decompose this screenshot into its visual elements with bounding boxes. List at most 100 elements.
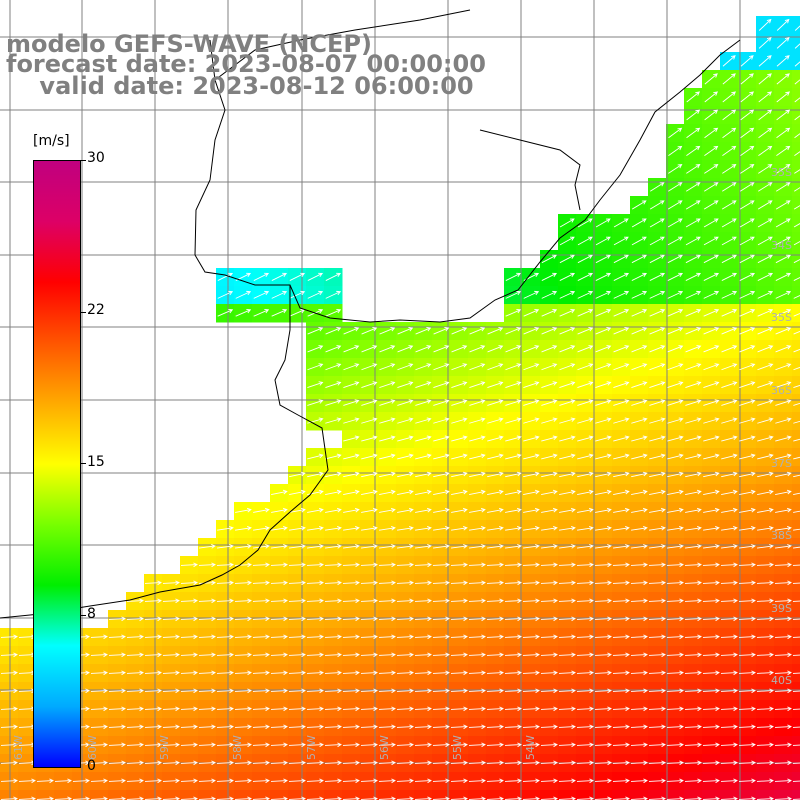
wind-speed-cell (252, 790, 271, 800)
wind-arrow (775, 417, 792, 424)
wind-arrow (685, 435, 702, 442)
wind-arrow (271, 308, 288, 317)
wind-arrow (523, 544, 540, 549)
wind-arrow (234, 580, 252, 586)
wind-arrow (397, 399, 414, 406)
wind-arrow (667, 381, 684, 389)
wind-arrow (216, 670, 234, 676)
wind-arrow (162, 724, 180, 730)
wind-arrow (505, 471, 522, 478)
wind-arrow (378, 760, 396, 766)
wind-arrow (523, 453, 540, 460)
wind-arrow (756, 778, 774, 784)
wind-arrow (270, 688, 288, 694)
wind-arrow (703, 218, 719, 228)
wind-arrow (758, 91, 772, 103)
wind-arrow (180, 724, 198, 730)
wind-arrow (576, 688, 594, 694)
wind-arrow (540, 580, 558, 586)
wind-arrow (594, 562, 612, 568)
wind-arrow (523, 471, 540, 478)
wind-arrow (325, 381, 342, 389)
wind-arrow (126, 670, 144, 676)
wind-arrow (432, 706, 450, 712)
wind-arrow (504, 652, 522, 658)
wind-arrow (649, 489, 666, 496)
wind-arrow (433, 544, 450, 549)
wind-arrow (576, 580, 594, 586)
wind-arrow (469, 489, 486, 496)
wind-arrow (361, 345, 378, 353)
wind-arrow (576, 598, 594, 604)
wind-arrow (631, 544, 648, 549)
wind-arrow (307, 363, 324, 371)
wind-arrow (90, 634, 108, 640)
wind-arrow (613, 544, 630, 549)
wind-speed-cell (468, 790, 487, 800)
wind-arrow (721, 507, 738, 513)
wind-arrow (667, 363, 684, 371)
wind-arrow (631, 471, 648, 478)
wind-arrow (595, 345, 612, 353)
wind-arrow (648, 760, 666, 766)
wind-arrow (648, 598, 666, 604)
wind-arrow (613, 381, 630, 389)
wind-arrow (378, 652, 396, 658)
wind-arrow (162, 670, 180, 676)
wind-speed-cell (234, 790, 253, 800)
wind-arrow (559, 525, 576, 531)
wind-arrow (757, 290, 774, 299)
wind-arrow (486, 742, 504, 748)
wind-arrow (379, 435, 396, 442)
wind-arrow (450, 562, 468, 568)
wind-arrow (703, 200, 719, 210)
wind-arrow (559, 254, 575, 264)
wind-arrow (776, 182, 791, 192)
wind-arrow (739, 435, 756, 442)
wind-arrow (360, 634, 378, 640)
wind-arrow (648, 706, 666, 712)
wind-arrow (180, 580, 198, 586)
wind-arrow (234, 706, 252, 712)
wind-speed-cell (306, 790, 325, 800)
wind-arrow (775, 290, 792, 299)
wind-speed-cell (792, 520, 800, 539)
wind-arrow (289, 471, 306, 478)
wind-arrow (613, 218, 629, 228)
wind-arrow (216, 634, 234, 640)
wind-arrow (756, 742, 774, 748)
wind-arrow (198, 724, 216, 730)
wind-arrow (666, 706, 684, 712)
wind-arrow (324, 670, 342, 676)
wind-arrow (612, 670, 630, 676)
wind-arrow (343, 381, 360, 389)
wind-arrow (793, 474, 800, 478)
wind-arrow (559, 218, 575, 228)
wind-arrow (216, 778, 234, 784)
wind-arrow (667, 272, 684, 281)
wind-arrow (414, 652, 432, 658)
wind-arrow (794, 79, 800, 85)
wind-arrow (577, 435, 594, 442)
coastline-segment (194, 39, 741, 323)
wind-arrow (558, 688, 576, 694)
wind-arrow (216, 706, 234, 712)
wind-arrow (414, 778, 432, 784)
wind-arrow (180, 598, 198, 604)
wind-arrow (342, 580, 360, 586)
wind-arrow (307, 489, 324, 496)
wind-arrow (577, 327, 594, 335)
wind-speed-cell (288, 790, 307, 800)
wind-arrow (469, 525, 486, 531)
wind-arrow (631, 236, 647, 246)
wind-arrow (126, 652, 144, 658)
wind-arrow (794, 25, 800, 31)
wind-arrow (469, 327, 486, 335)
wind-arrow (198, 652, 216, 658)
wind-arrow (630, 634, 648, 640)
wind-arrow (667, 327, 684, 335)
wind-arrow (685, 489, 702, 496)
wind-arrow (793, 366, 800, 371)
wind-arrow (774, 778, 792, 784)
